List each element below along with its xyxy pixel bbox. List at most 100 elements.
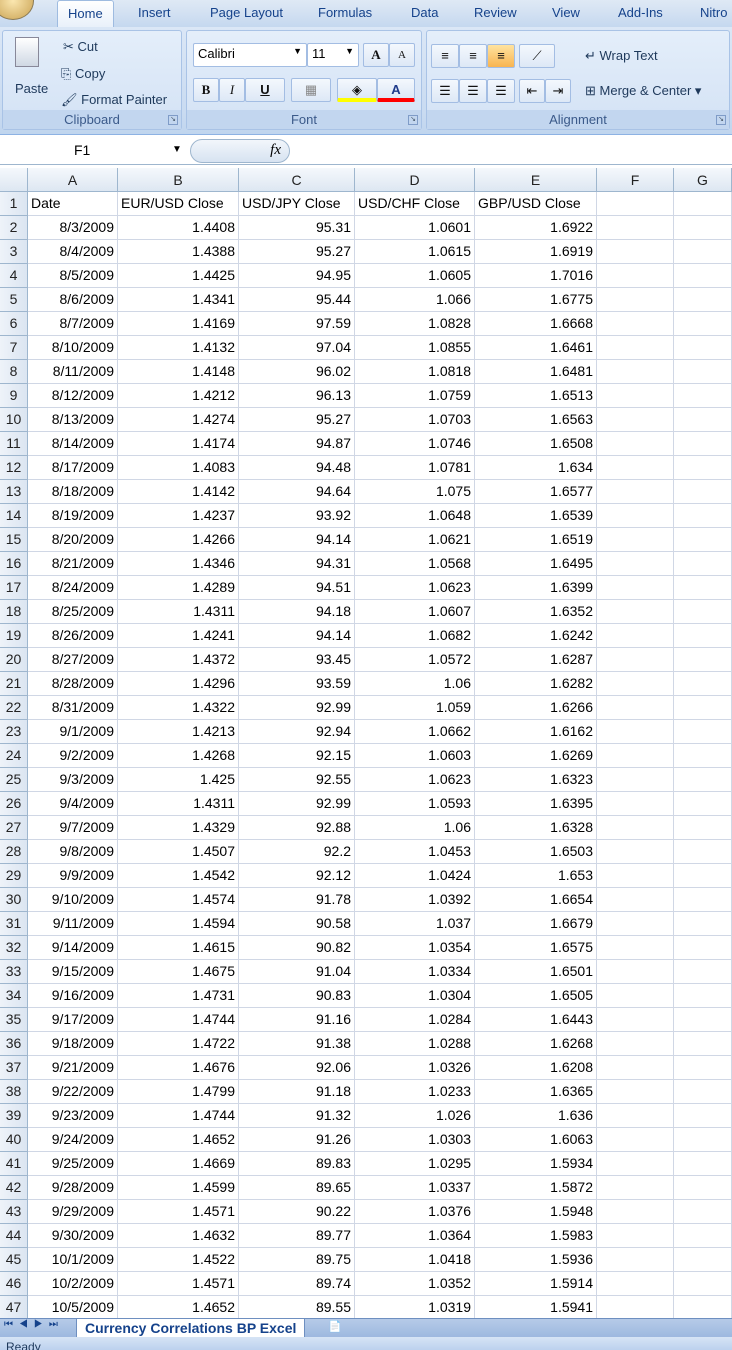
- cell-e37[interactable]: 1.6208: [475, 1056, 597, 1080]
- cell-a25[interactable]: 9/3/2009: [28, 768, 118, 792]
- cell-g5[interactable]: [674, 288, 732, 312]
- row-header[interactable]: 31: [0, 912, 28, 936]
- row-header[interactable]: 20: [0, 648, 28, 672]
- cell-g21[interactable]: [674, 672, 732, 696]
- cell-d26[interactable]: 1.0593: [355, 792, 475, 816]
- cell-e27[interactable]: 1.6328: [475, 816, 597, 840]
- grow-font-icon[interactable]: A: [363, 43, 389, 67]
- cell-g17[interactable]: [674, 576, 732, 600]
- cell-f32[interactable]: [597, 936, 674, 960]
- dialog-launcher-icon[interactable]: ↘: [168, 115, 178, 125]
- cell-g25[interactable]: [674, 768, 732, 792]
- row-header[interactable]: 5: [0, 288, 28, 312]
- cell-c32[interactable]: 90.82: [239, 936, 355, 960]
- cell-f43[interactable]: [597, 1200, 674, 1224]
- cell-c21[interactable]: 93.59: [239, 672, 355, 696]
- cell-d13[interactable]: 1.075: [355, 480, 475, 504]
- cell-g29[interactable]: [674, 864, 732, 888]
- cell-d47[interactable]: 1.0319: [355, 1296, 475, 1320]
- cell-f8[interactable]: [597, 360, 674, 384]
- cell-c42[interactable]: 89.65: [239, 1176, 355, 1200]
- cell-a32[interactable]: 9/14/2009: [28, 936, 118, 960]
- cell-f16[interactable]: [597, 552, 674, 576]
- cell-a19[interactable]: 8/26/2009: [28, 624, 118, 648]
- cell-g20[interactable]: [674, 648, 732, 672]
- tab-insert[interactable]: Insert: [138, 5, 171, 20]
- cell-d30[interactable]: 1.0392: [355, 888, 475, 912]
- font-size-dropdown[interactable]: 11 ▼: [307, 43, 359, 67]
- cell-d4[interactable]: 1.0605: [355, 264, 475, 288]
- cell-e3[interactable]: 1.6919: [475, 240, 597, 264]
- cell-a47[interactable]: 10/5/2009: [28, 1296, 118, 1320]
- cell-c10[interactable]: 95.27: [239, 408, 355, 432]
- cell-d45[interactable]: 1.0418: [355, 1248, 475, 1272]
- cell-e29[interactable]: 1.653: [475, 864, 597, 888]
- cell-g10[interactable]: [674, 408, 732, 432]
- cell-f33[interactable]: [597, 960, 674, 984]
- row-header[interactable]: 34: [0, 984, 28, 1008]
- row-header[interactable]: 26: [0, 792, 28, 816]
- cell-b45[interactable]: 1.4522: [118, 1248, 239, 1272]
- font-color-icon[interactable]: A: [377, 78, 415, 102]
- align-top-icon[interactable]: ≡: [431, 44, 459, 68]
- cell-a14[interactable]: 8/19/2009: [28, 504, 118, 528]
- cell-f47[interactable]: [597, 1296, 674, 1320]
- cell-a36[interactable]: 9/18/2009: [28, 1032, 118, 1056]
- cell-e13[interactable]: 1.6577: [475, 480, 597, 504]
- cell-a45[interactable]: 10/1/2009: [28, 1248, 118, 1272]
- cell-g43[interactable]: [674, 1200, 732, 1224]
- cell-c12[interactable]: 94.48: [239, 456, 355, 480]
- cell-d37[interactable]: 1.0326: [355, 1056, 475, 1080]
- cell-c1[interactable]: USD/JPY Close: [239, 192, 355, 216]
- cell-c45[interactable]: 89.75: [239, 1248, 355, 1272]
- cell-a41[interactable]: 9/25/2009: [28, 1152, 118, 1176]
- row-header[interactable]: 41: [0, 1152, 28, 1176]
- row-header[interactable]: 15: [0, 528, 28, 552]
- row-header[interactable]: 1: [0, 192, 28, 216]
- cell-f26[interactable]: [597, 792, 674, 816]
- cell-a34[interactable]: 9/16/2009: [28, 984, 118, 1008]
- cell-d31[interactable]: 1.037: [355, 912, 475, 936]
- font-name-dropdown[interactable]: Calibri ▼: [193, 43, 307, 67]
- cell-e12[interactable]: 1.634: [475, 456, 597, 480]
- cell-a11[interactable]: 8/14/2009: [28, 432, 118, 456]
- cell-b3[interactable]: 1.4388: [118, 240, 239, 264]
- cell-e24[interactable]: 1.6269: [475, 744, 597, 768]
- cell-e11[interactable]: 1.6508: [475, 432, 597, 456]
- tab-formulas[interactable]: Formulas: [318, 5, 373, 20]
- cell-b30[interactable]: 1.4574: [118, 888, 239, 912]
- cell-e31[interactable]: 1.6679: [475, 912, 597, 936]
- cell-a24[interactable]: 9/2/2009: [28, 744, 118, 768]
- row-header[interactable]: 29: [0, 864, 28, 888]
- italic-button[interactable]: I: [219, 78, 245, 102]
- cell-f38[interactable]: [597, 1080, 674, 1104]
- dialog-launcher-icon[interactable]: ↘: [408, 115, 418, 125]
- cell-f2[interactable]: [597, 216, 674, 240]
- cell-b20[interactable]: 1.4372: [118, 648, 239, 672]
- formula-input[interactable]: [292, 138, 732, 164]
- cell-a13[interactable]: 8/18/2009: [28, 480, 118, 504]
- cell-b16[interactable]: 1.4346: [118, 552, 239, 576]
- cell-b37[interactable]: 1.4676: [118, 1056, 239, 1080]
- cut-button[interactable]: ✂ Cut: [63, 39, 98, 54]
- cell-g34[interactable]: [674, 984, 732, 1008]
- align-left-icon[interactable]: ☰: [431, 79, 459, 103]
- row-header[interactable]: 10: [0, 408, 28, 432]
- cell-e20[interactable]: 1.6287: [475, 648, 597, 672]
- cell-f41[interactable]: [597, 1152, 674, 1176]
- cell-a30[interactable]: 9/10/2009: [28, 888, 118, 912]
- cell-g4[interactable]: [674, 264, 732, 288]
- row-header[interactable]: 8: [0, 360, 28, 384]
- cell-c43[interactable]: 90.22: [239, 1200, 355, 1224]
- cell-g37[interactable]: [674, 1056, 732, 1080]
- row-header[interactable]: 19: [0, 624, 28, 648]
- cell-b40[interactable]: 1.4652: [118, 1128, 239, 1152]
- cell-d28[interactable]: 1.0453: [355, 840, 475, 864]
- cell-f19[interactable]: [597, 624, 674, 648]
- cell-d14[interactable]: 1.0648: [355, 504, 475, 528]
- cell-f27[interactable]: [597, 816, 674, 840]
- cell-a42[interactable]: 9/28/2009: [28, 1176, 118, 1200]
- shrink-font-icon[interactable]: A: [389, 43, 415, 67]
- cell-d34[interactable]: 1.0304: [355, 984, 475, 1008]
- row-header[interactable]: 3: [0, 240, 28, 264]
